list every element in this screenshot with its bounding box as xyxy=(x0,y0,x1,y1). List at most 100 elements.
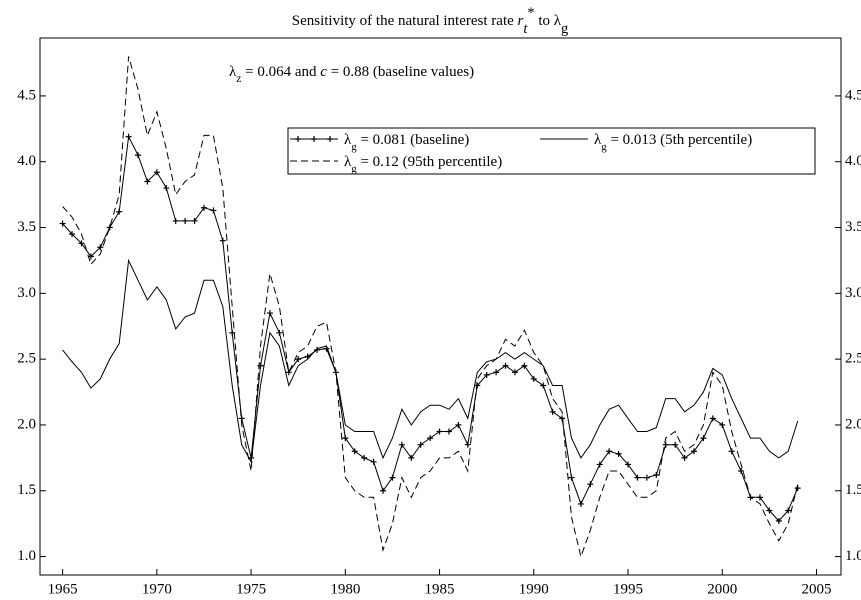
legend-marker xyxy=(311,136,317,142)
marker xyxy=(577,500,584,507)
marker xyxy=(662,441,669,448)
marker xyxy=(210,207,217,214)
text-part: Sensitivity of the natural interest rate xyxy=(292,13,518,29)
marker xyxy=(728,448,735,455)
marker xyxy=(153,169,160,176)
series-line xyxy=(62,135,799,522)
text-part: t xyxy=(523,21,528,37)
marker xyxy=(182,217,189,224)
marker xyxy=(200,204,207,211)
text-group: λg = 0.081 (baseline) xyxy=(344,132,469,153)
marker xyxy=(530,375,537,382)
marker xyxy=(615,450,622,457)
marker xyxy=(295,356,302,363)
y-tick-label: 4.0 xyxy=(17,153,36,169)
marker xyxy=(135,152,142,159)
y-tick-label: 2.5 xyxy=(17,351,36,367)
marker xyxy=(719,421,726,428)
marker xyxy=(559,415,566,422)
legend-marker xyxy=(295,136,301,142)
marker xyxy=(144,178,151,185)
text-part: g xyxy=(351,141,357,153)
marker xyxy=(709,415,716,422)
marker xyxy=(314,346,321,353)
marker xyxy=(417,441,424,448)
x-tick-label: 1975 xyxy=(236,581,266,597)
text-group: λg = 0.12 (95th percentile) xyxy=(344,154,502,175)
marker xyxy=(370,458,377,465)
x-tick-label: 1990 xyxy=(519,581,549,597)
x-tick-label: 1995 xyxy=(613,581,643,597)
y-tick-label: 3.5 xyxy=(17,219,36,235)
y-tick-label: 2.0 xyxy=(17,416,36,432)
marker xyxy=(766,507,773,514)
text-part: to λ xyxy=(535,13,562,29)
y2-tick-label: 4.0 xyxy=(845,153,861,169)
text-group: λz = 0.064 and c = 0.88 (baseline values… xyxy=(229,64,474,85)
y2-tick-label: 3.0 xyxy=(845,285,861,301)
plot-frame xyxy=(39,37,842,576)
text-part: g xyxy=(601,141,607,153)
marker xyxy=(606,448,613,455)
legend-box xyxy=(287,127,816,175)
y-tick-label: 1.0 xyxy=(17,548,36,564)
y2-tick-label: 1.5 xyxy=(845,482,861,498)
marker xyxy=(643,474,650,481)
marker xyxy=(625,461,632,468)
x-tick-label: 1970 xyxy=(142,581,172,597)
marker xyxy=(125,133,132,140)
y2-tick-label: 4.5 xyxy=(845,87,861,103)
legend-marker xyxy=(327,136,333,142)
y2-tick-label: 2.0 xyxy=(845,416,861,432)
marker xyxy=(634,474,641,481)
text-group: λg = 0.013 (5th percentile) xyxy=(594,132,752,153)
marker xyxy=(257,362,264,369)
marker xyxy=(116,208,123,215)
marker xyxy=(445,428,452,435)
text-part: g xyxy=(561,21,568,37)
x-tick-label: 1965 xyxy=(48,581,78,597)
marker xyxy=(511,369,518,376)
marker xyxy=(436,428,443,435)
x-tick-label: 2000 xyxy=(707,581,737,597)
marker xyxy=(549,408,556,415)
text-part: = 0.88 (baseline values) xyxy=(327,64,474,80)
marker xyxy=(78,240,85,247)
marker xyxy=(738,468,745,475)
y2-tick-label: 2.5 xyxy=(845,351,861,367)
text-part: * xyxy=(527,5,534,21)
marker xyxy=(59,220,66,227)
marker xyxy=(342,435,349,442)
marker xyxy=(785,507,792,514)
text-part: z xyxy=(236,73,241,85)
text-part: λ xyxy=(594,132,602,148)
series-line xyxy=(62,56,799,559)
text-part: λ xyxy=(229,64,237,80)
x-tick-label: 1985 xyxy=(425,581,455,597)
y-tick-label: 3.0 xyxy=(17,285,36,301)
marker xyxy=(285,369,292,376)
marker xyxy=(191,217,198,224)
marker xyxy=(700,435,707,442)
marker xyxy=(380,487,387,494)
marker xyxy=(163,185,170,192)
y2-tick-label: 1.0 xyxy=(845,548,861,564)
y-tick-label: 4.5 xyxy=(17,87,36,103)
marker xyxy=(690,448,697,455)
marker xyxy=(408,454,415,461)
marker xyxy=(398,441,405,448)
text-part: = 0.12 (95th percentile) xyxy=(357,154,503,170)
marker xyxy=(568,474,575,481)
marker xyxy=(351,448,358,455)
marker xyxy=(502,362,509,369)
marker xyxy=(521,362,528,369)
text-part: c xyxy=(320,64,327,80)
marker xyxy=(276,329,283,336)
marker xyxy=(69,231,76,238)
marker xyxy=(653,471,660,478)
marker xyxy=(775,518,782,525)
marker xyxy=(681,454,688,461)
marker xyxy=(266,310,273,317)
marker xyxy=(756,494,763,501)
